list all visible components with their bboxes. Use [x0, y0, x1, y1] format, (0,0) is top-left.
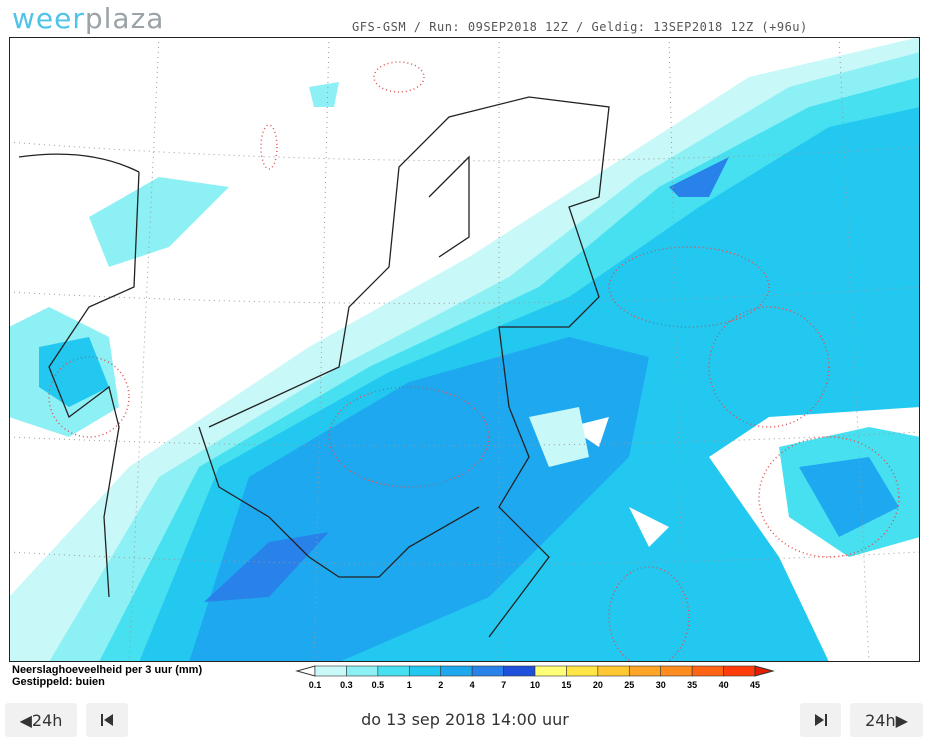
colorbar-label: 0.3 [340, 680, 353, 690]
first-button[interactable] [86, 703, 128, 737]
colorbar-label: 20 [593, 680, 603, 690]
colorbar-label: 0.5 [372, 680, 385, 690]
logo: weerplaza [12, 2, 164, 35]
next-24h-button[interactable]: 24h ▶ [850, 703, 923, 737]
map-frame [9, 37, 920, 662]
colorbar-cell [440, 665, 473, 677]
map [9, 37, 920, 662]
colorbar-label: 45 [750, 680, 760, 690]
colorbar-label: 30 [656, 680, 666, 690]
prev-label: 24h [31, 710, 63, 730]
last-button[interactable] [800, 703, 841, 737]
colorbar-label: 40 [719, 680, 729, 690]
colorbar-cell [471, 665, 504, 677]
colorbar-label: 15 [561, 680, 571, 690]
prev-24h-button[interactable]: ◀ 24h [5, 703, 77, 737]
colorbar-cell [691, 665, 724, 677]
colorbar-cell [628, 665, 662, 677]
colorbar: 0.1 0.3 0.5 1 2 4 7 10 15 20 25 30 35 40 45 [295, 665, 775, 690]
colorbar-cell [377, 665, 410, 677]
logo-part: weer [12, 2, 85, 35]
colorbar-cap [295, 665, 316, 677]
colorbar-cell [346, 665, 379, 677]
colorbar-label: 25 [624, 680, 634, 690]
colorbar-label: 10 [530, 680, 540, 690]
colorbar-label: 1 [407, 680, 412, 690]
colorbar-cell [566, 665, 599, 677]
colorbar-label: 35 [687, 680, 697, 690]
colorbar-cell [723, 665, 756, 677]
colorbar-cell [503, 665, 536, 677]
colorbar-cell [534, 665, 567, 677]
icon [814, 714, 827, 726]
colorbar-cell [408, 665, 442, 677]
date: do 13 sep 2018 14:00 uur [361, 710, 569, 729]
colorbar-label: 4 [470, 680, 475, 690]
legend-title: Neerslaghoeveelheid per 3 uur (mm) [12, 664, 203, 676]
run-info: GFS-GSM / Run: 09SEP2018 12Z / Geldig: 1… [352, 20, 808, 34]
colorbar-label: 7 [501, 680, 506, 690]
logo-part: plaza [84, 2, 165, 35]
legend-text: Neerslaghoeveelheid per 3 uur (mm) Gestip… [12, 664, 202, 688]
legend-subtitle: Gestippeld: buien [12, 676, 105, 688]
colorbar-cell [597, 665, 630, 677]
colorbar-cell [660, 665, 693, 677]
colorbar-label: 2 [438, 680, 443, 690]
colorbar-label: 0.1 [309, 680, 322, 690]
colorbar-cell [314, 665, 347, 677]
icon [101, 714, 113, 726]
colorbar-cap [754, 665, 775, 677]
next-label: 24h [865, 710, 896, 730]
